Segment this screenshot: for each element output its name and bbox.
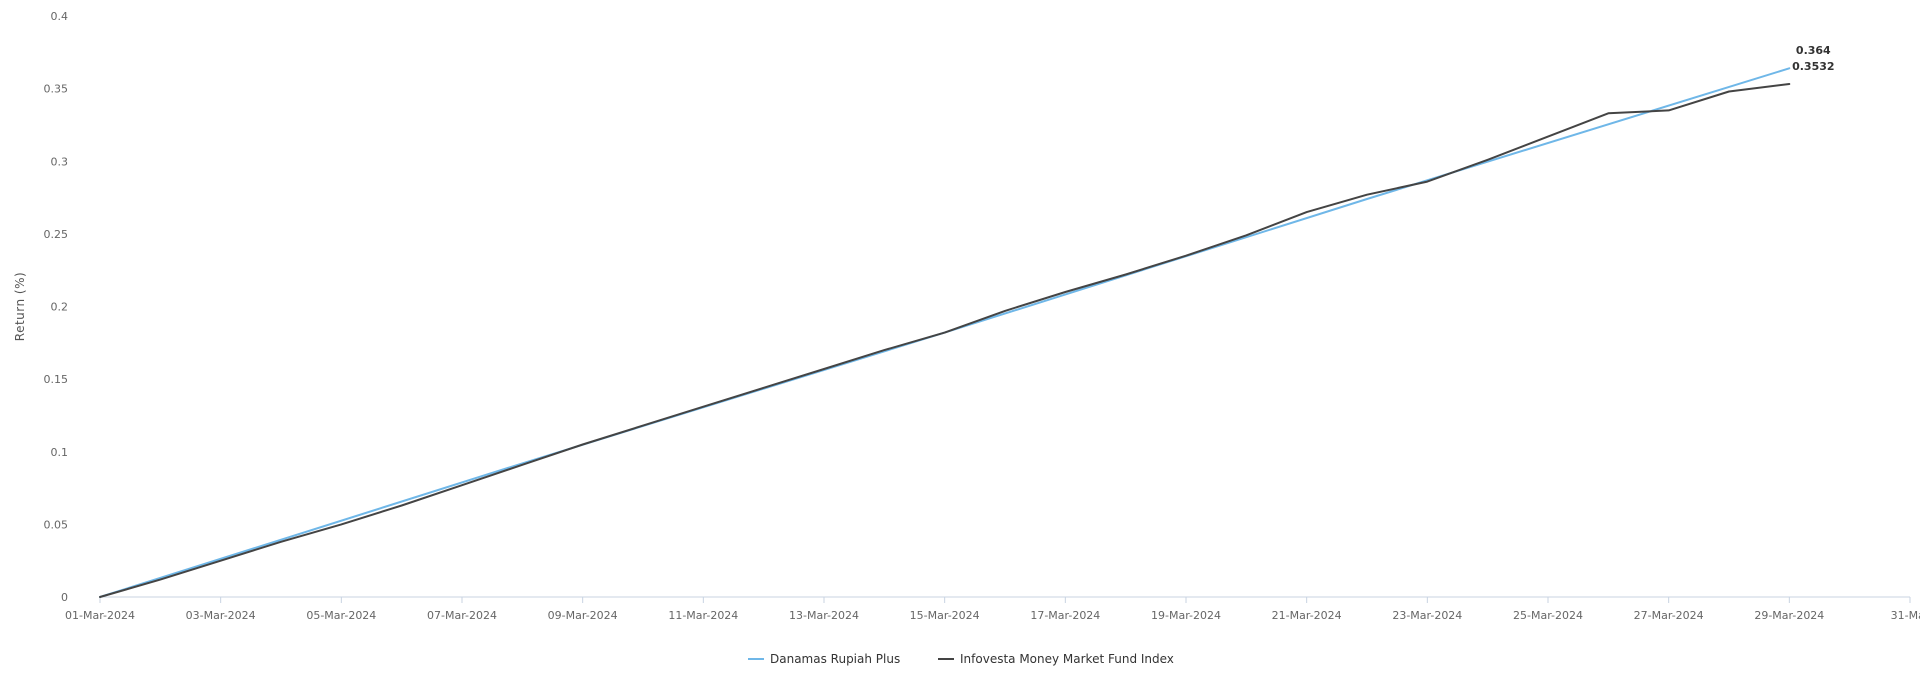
x-tick-label: 29-Mar-2024 xyxy=(1754,609,1824,622)
x-tick-label: 05-Mar-2024 xyxy=(306,609,376,622)
legend-label: Infovesta Money Market Fund Index xyxy=(960,652,1174,666)
x-axis-ticks: 01-Mar-2024 03-Mar-2024 05-Mar-2024 07-Mar-… xyxy=(65,596,1920,622)
y-tick-label: 0.05 xyxy=(44,518,69,531)
x-tick-label: 27-Mar-2024 xyxy=(1634,609,1704,622)
x-tick-label: 17-Mar-2024 xyxy=(1030,609,1100,622)
x-tick-label: 13-Mar-2024 xyxy=(789,609,859,622)
x-tick-label: 23-Mar-2024 xyxy=(1392,609,1462,622)
series-end-label-1: 0.364 xyxy=(1796,44,1831,57)
x-tick-label: 25-Mar-2024 xyxy=(1513,609,1583,622)
y-axis-ticks: 0 0.05 0.1 0.15 0.2 0.25 0.3 0.35 0.4 Return (%) xyxy=(13,10,68,604)
y-tick-label: 0 xyxy=(61,591,68,604)
x-tick-label: 07-Mar-2024 xyxy=(427,609,497,622)
series-layer xyxy=(99,67,1791,598)
legend-item[interactable]: Infovesta Money Market Fund Index xyxy=(938,652,1174,666)
x-tick-label: 11-Mar-2024 xyxy=(668,609,738,622)
x-tick-label: 09-Mar-2024 xyxy=(548,609,618,622)
data-labels: 0.364 0.3532 xyxy=(1792,44,1834,73)
y-tick-label: 0.2 xyxy=(51,301,69,314)
legend: Danamas Rupiah Plus Infovesta Money Marke… xyxy=(748,652,1174,666)
y-tick-label: 0.4 xyxy=(51,10,69,23)
y-tick-label: 0.3 xyxy=(51,155,69,168)
y-tick-label: 0.15 xyxy=(44,373,69,386)
y-axis-title: Return (%) xyxy=(13,272,27,341)
x-tick-label: 31-Mar xyxy=(1891,609,1920,622)
y-tick-label: 0.1 xyxy=(51,446,69,459)
x-tick-label: 21-Mar-2024 xyxy=(1272,609,1342,622)
series-end-label-2: 0.3532 xyxy=(1792,60,1834,73)
legend-item[interactable]: Danamas Rupiah Plus xyxy=(748,652,900,666)
y-tick-label: 0.25 xyxy=(44,228,69,241)
x-tick-label: 03-Mar-2024 xyxy=(186,609,256,622)
x-tick-label: 19-Mar-2024 xyxy=(1151,609,1221,622)
y-tick-label: 0.35 xyxy=(44,83,69,96)
x-tick-label: 01-Mar-2024 xyxy=(65,609,135,622)
legend-label: Danamas Rupiah Plus xyxy=(770,652,900,666)
series-line-2 xyxy=(99,83,1791,598)
x-tick-label: 15-Mar-2024 xyxy=(910,609,980,622)
